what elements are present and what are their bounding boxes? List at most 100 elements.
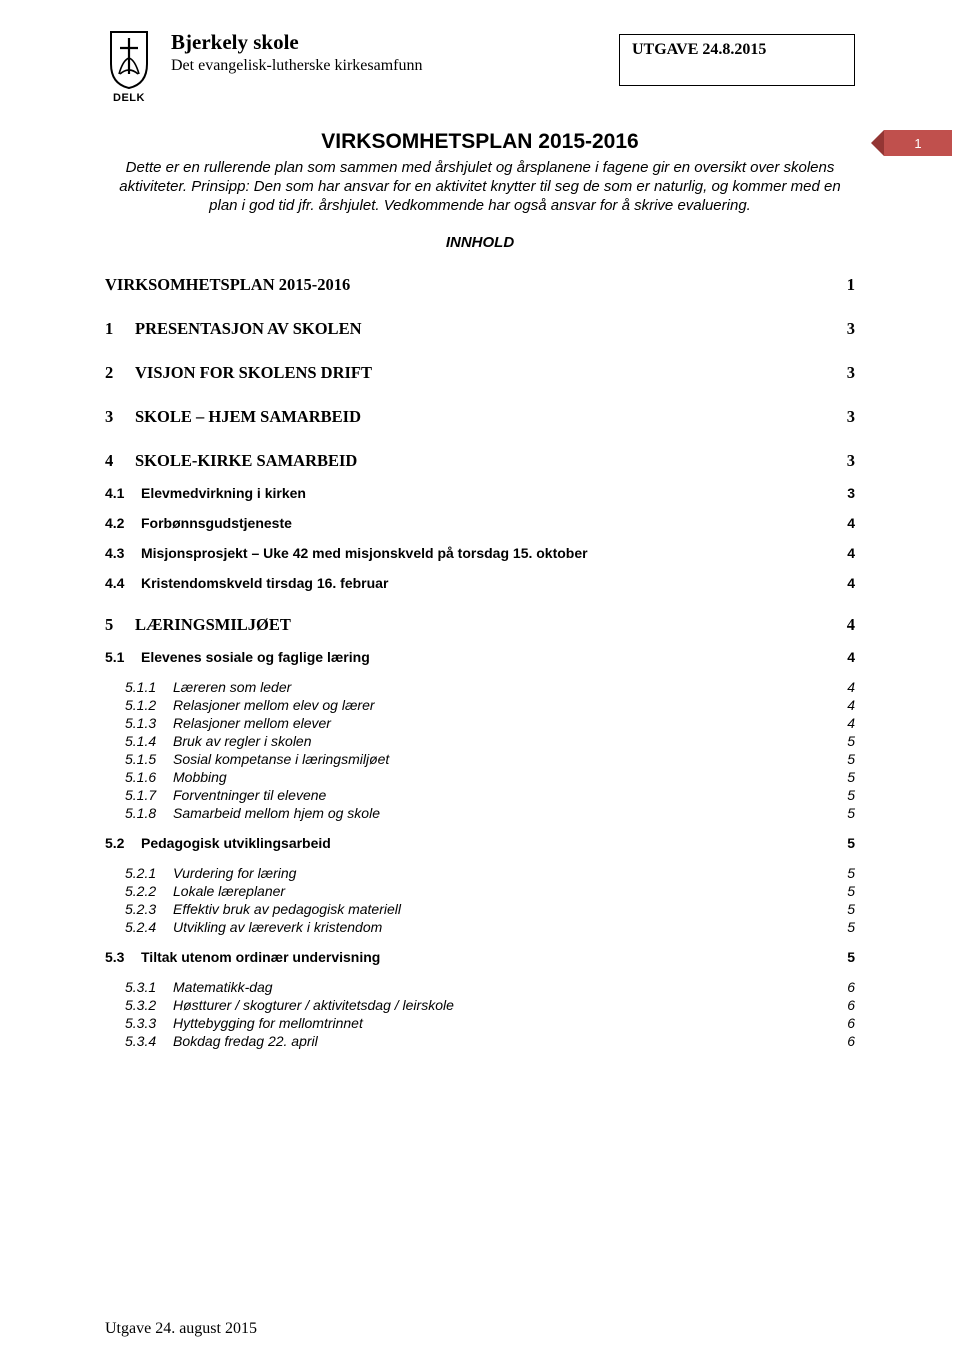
toc-entry-label: 5.3.2Høstturer / skogturer / aktivitetsd… (125, 997, 454, 1013)
toc-entry-label: 5.1.5Sosial kompetanse i læringsmiljøet (125, 751, 389, 767)
footer: Utgave 24. august 2015 (105, 1320, 257, 1338)
toc-entry-text: PRESENTASJON AV SKOLEN (135, 319, 362, 338)
logo-label: DELK (113, 92, 145, 104)
toc-entry: 4SKOLE-KIRKE SAMARBEID 3 (105, 451, 855, 471)
logo: DELK (105, 30, 153, 104)
toc-entry-label: 4SKOLE-KIRKE SAMARBEID (105, 451, 357, 471)
toc-entry-text: Lokale læreplaner (173, 883, 285, 899)
toc-entry: 5.3.4Bokdag fredag 22. april6 (125, 1033, 855, 1049)
toc-entry-page: 5 (847, 919, 855, 935)
toc-entry-text: Kristendomskveld tirsdag 16. februar (141, 575, 388, 591)
intro-paragraph: Dette er en rullerende plan som sammen m… (113, 158, 847, 216)
contents-heading: INNHOLD (105, 234, 855, 251)
toc-entry-text: Elevenes sosiale og faglige læring (141, 649, 370, 665)
toc-entry-text: Tiltak utenom ordinær undervisning (141, 949, 380, 965)
toc-entry-label: 5.3.1Matematikk-dag (125, 979, 273, 995)
toc-entry-number: 5.2.1 (125, 865, 173, 881)
toc-entry-page: 5 (847, 805, 855, 821)
toc-entry: 5.1.7Forventninger til elevene5 (125, 787, 855, 803)
toc-entry-text: Bruk av regler i skolen (173, 733, 312, 749)
toc-entry-number: 5.3.1 (125, 979, 173, 995)
toc-entry-text: Bokdag fredag 22. april (173, 1033, 318, 1049)
toc-entry-label: 5LÆRINGSMILJØET (105, 615, 291, 635)
toc-entry-label: 5.1.4Bruk av regler i skolen (125, 733, 312, 749)
toc-entry-page: 6 (847, 1033, 855, 1049)
toc-entry-number: 5.2.3 (125, 901, 173, 917)
toc-entry: 5.1.6Mobbing 5 (125, 769, 855, 785)
toc-entry-text: Vurdering for læring (173, 865, 296, 881)
toc-entry-page: 4 (847, 615, 855, 635)
toc-entry: 5.2Pedagogisk utviklingsarbeid 5 (105, 835, 855, 851)
toc-entry-number: 5 (105, 615, 135, 635)
toc-entry-text: Utvikling av læreverk i kristendom (173, 919, 382, 935)
toc-entry-text: Matematikk-dag (173, 979, 273, 995)
toc-entry: 5.2.4Utvikling av læreverk i kristendom 5 (125, 919, 855, 935)
page-number-badge: 1 (884, 130, 952, 156)
edition-box: UTGAVE 24.8.2015 (619, 34, 855, 86)
toc-entry-page: 4 (847, 697, 855, 713)
toc-entry-number: 5.3.3 (125, 1015, 173, 1031)
toc-entry-text: SKOLE-KIRKE SAMARBEID (135, 451, 357, 470)
toc-entry-text: Forbønnsgudstjeneste (141, 515, 292, 531)
toc-entry-page: 5 (847, 835, 855, 851)
toc-entry-text: VIRKSOMHETSPLAN 2015-2016 (105, 275, 350, 294)
toc-entry-number: 5.3 (105, 949, 141, 965)
toc-entry: 5.2.2Lokale læreplaner 5 (125, 883, 855, 899)
toc-entry-text: Hyttebygging for mellomtrinnet (173, 1015, 363, 1031)
toc-entry-label: 5.1Elevenes sosiale og faglige læring (105, 649, 370, 665)
toc-entry-text: Elevmedvirkning i kirken (141, 485, 306, 501)
toc-entry-number: 5.2.4 (125, 919, 173, 935)
toc-entry-number: 5.2 (105, 835, 141, 851)
toc-entry-label: 4.1Elevmedvirkning i kirken (105, 485, 306, 501)
toc-entry: 5.1Elevenes sosiale og faglige læring 4 (105, 649, 855, 665)
toc-entry-page: 6 (847, 1015, 855, 1031)
toc-entry-label: 3SKOLE – HJEM SAMARBEID (105, 407, 361, 427)
document-page: DELK Bjerkely skole Det evangelisk-luthe… (0, 0, 960, 1099)
toc-entry-page: 1 (847, 275, 855, 295)
toc-entry: 1PRESENTASJON AV SKOLEN3 (105, 319, 855, 339)
toc-entry: 5.2.1Vurdering for læring5 (125, 865, 855, 881)
toc-entry: 5.1.3Relasjoner mellom elever4 (125, 715, 855, 731)
toc-entry: VIRKSOMHETSPLAN 2015-2016 1 (105, 275, 855, 295)
delk-shield-icon (107, 30, 151, 90)
toc-entry-label: 4.4Kristendomskveld tirsdag 16. februar (105, 575, 388, 591)
toc-entry-text: SKOLE – HJEM SAMARBEID (135, 407, 361, 426)
toc-entry-page: 4 (847, 679, 855, 695)
document-title: VIRKSOMHETSPLAN 2015-2016 (105, 130, 855, 154)
toc-entry-text: LÆRINGSMILJØET (135, 615, 291, 634)
toc-entry-text: Høstturer / skogturer / aktivitetsdag / … (173, 997, 454, 1013)
toc-entry-page: 3 (847, 363, 855, 383)
toc-entry-label: 4.3Misjonsprosjekt – Uke 42 med misjonsk… (105, 545, 588, 561)
toc-entry: 5.1.8Samarbeid mellom hjem og skole5 (125, 805, 855, 821)
toc-entry-page: 4 (847, 575, 855, 591)
toc-entry: 4.1Elevmedvirkning i kirken3 (105, 485, 855, 501)
toc-entry-page: 5 (847, 769, 855, 785)
toc-entry-number: 5.2.2 (125, 883, 173, 899)
toc-entry: 4.4Kristendomskveld tirsdag 16. februar 4 (105, 575, 855, 591)
toc-entry-number: 5.3.2 (125, 997, 173, 1013)
toc-entry-page: 6 (847, 997, 855, 1013)
toc-entry-number: 5.1.8 (125, 805, 173, 821)
table-of-contents: VIRKSOMHETSPLAN 2015-2016 11 PRESENTASJON … (105, 275, 855, 1049)
toc-entry-text: Pedagogisk utviklingsarbeid (141, 835, 331, 851)
subtitle: Det evangelisk-lutherske kirkesamfunn (171, 57, 601, 75)
toc-entry-label: 5.1.6Mobbing (125, 769, 227, 785)
toc-entry-label: 5.3Tiltak utenom ordinær undervisning (105, 949, 380, 965)
toc-entry-number: 4 (105, 451, 135, 471)
toc-entry-page: 5 (847, 751, 855, 767)
toc-entry: 5.1.1Læreren som leder4 (125, 679, 855, 695)
toc-entry-label: 5.1.7Forventninger til elevene (125, 787, 326, 803)
toc-entry-number: 5.1.6 (125, 769, 173, 785)
toc-entry-text: Forventninger til elevene (173, 787, 326, 803)
toc-entry-page: 5 (847, 883, 855, 899)
toc-entry: 5.3Tiltak utenom ordinær undervisning5 (105, 949, 855, 965)
toc-entry-page: 3 (847, 319, 855, 339)
toc-entry: 5.3.1Matematikk-dag 6 (125, 979, 855, 995)
toc-entry: 4.3Misjonsprosjekt – Uke 42 med misjonsk… (105, 545, 855, 561)
toc-entry: 5.1.4Bruk av regler i skolen5 (125, 733, 855, 749)
toc-entry-page: 6 (847, 979, 855, 995)
toc-entry-number: 5.1.3 (125, 715, 173, 731)
toc-entry-page: 4 (847, 649, 855, 665)
toc-entry-page: 3 (847, 451, 855, 471)
toc-entry-text: Læreren som leder (173, 679, 291, 695)
